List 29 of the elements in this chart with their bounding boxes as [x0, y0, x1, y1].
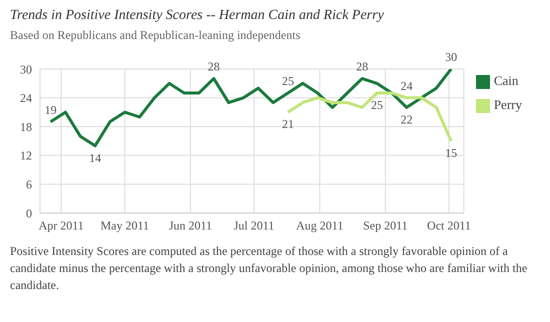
legend-label: Cain: [494, 73, 518, 88]
x-tick-label: May 2011: [100, 218, 150, 233]
data-label: 25: [370, 98, 383, 112]
text: Positive Intensity Scores are computed as the percentage of those with a strongly favorable opinion of a candidate minus the percentage with a strongly unfavorable opinion, among those who are familiar with the candidate.: [10, 243, 528, 294]
y-tick-label: 18: [20, 120, 32, 134]
chart-title: Trends in Positive Intensity Scores -- Herman Cain and Rick Perry: [10, 8, 385, 24]
data-label: 15: [445, 146, 458, 160]
data-label: 30: [445, 50, 458, 64]
data-label: 25: [282, 74, 294, 88]
x-tick-label: Apr 2011: [38, 218, 84, 233]
x-tick-label: Aug 2011: [296, 218, 344, 233]
data-label: 14: [89, 150, 102, 165]
y-tick-label: 0: [26, 206, 32, 220]
data-label: 22: [400, 112, 413, 126]
y-tick-label: 12: [20, 148, 32, 163]
x-tick-label: Jun 2011: [168, 218, 212, 233]
data-label: 21: [282, 117, 294, 132]
x-tick-label: Oct 2011: [427, 218, 471, 233]
y-tick-label: 6: [26, 177, 32, 192]
chart-subtitle: Based on Republicans and Republican-leaning independents: [10, 28, 302, 43]
x-tick-label: Sep 2011: [363, 218, 408, 233]
legend-label: Perry: [494, 97, 522, 112]
data-label: 19: [44, 102, 57, 117]
data-label: 28: [208, 60, 220, 74]
data-label: 24: [400, 78, 413, 93]
y-tick-label: 30: [20, 62, 32, 76]
y-tick-label: 24: [20, 91, 32, 106]
data-label: 28: [356, 60, 368, 74]
x-tick-label: Jul 2011: [234, 218, 274, 233]
